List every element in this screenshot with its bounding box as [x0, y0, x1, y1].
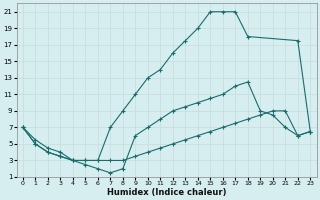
X-axis label: Humidex (Indice chaleur): Humidex (Indice chaleur)	[107, 188, 226, 197]
